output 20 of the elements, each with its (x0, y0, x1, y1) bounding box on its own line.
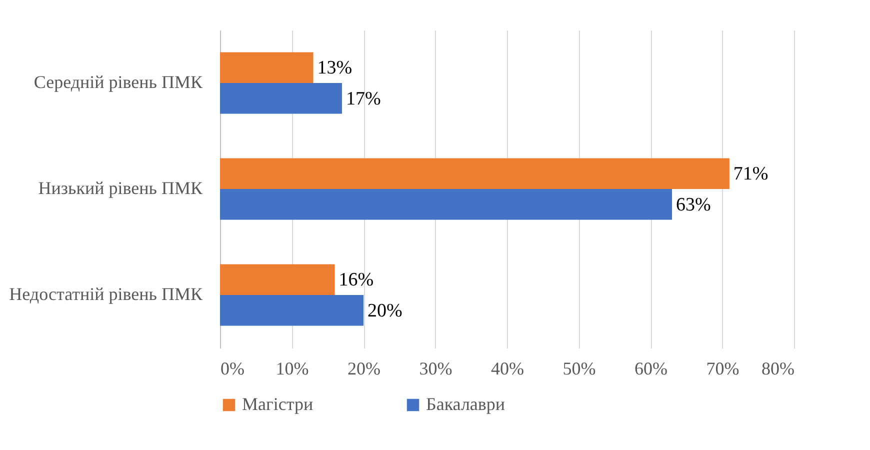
x-tick-label: 60% (634, 358, 668, 378)
data-label: 20% (368, 300, 402, 322)
x-tick-label: 20% (348, 358, 380, 378)
y-tick-label: Недостатній рівень ПМК (9, 284, 204, 304)
y-tick-label: Низький рівень ПМК (38, 178, 204, 198)
data-label: 16% (338, 270, 374, 291)
data-label: 13% (317, 58, 352, 79)
legend-label: Магістри (242, 394, 314, 414)
y-tick-label: Середній рівень ПМК (34, 72, 204, 92)
data-label: 63% (676, 194, 712, 216)
x-tick-label: 40% (491, 358, 524, 378)
x-tick-label: 30% (419, 358, 452, 378)
x-tick-label: 80% (762, 358, 794, 378)
legend-label: Бакалаври (426, 394, 506, 414)
x-tick-label: 50% (562, 358, 596, 378)
x-tick-label: 10% (276, 358, 309, 378)
x-tick-label: 0% (220, 358, 244, 378)
data-label: 71% (733, 164, 768, 185)
x-tick-label: 70% (706, 358, 740, 378)
data-label: 17% (346, 88, 381, 110)
